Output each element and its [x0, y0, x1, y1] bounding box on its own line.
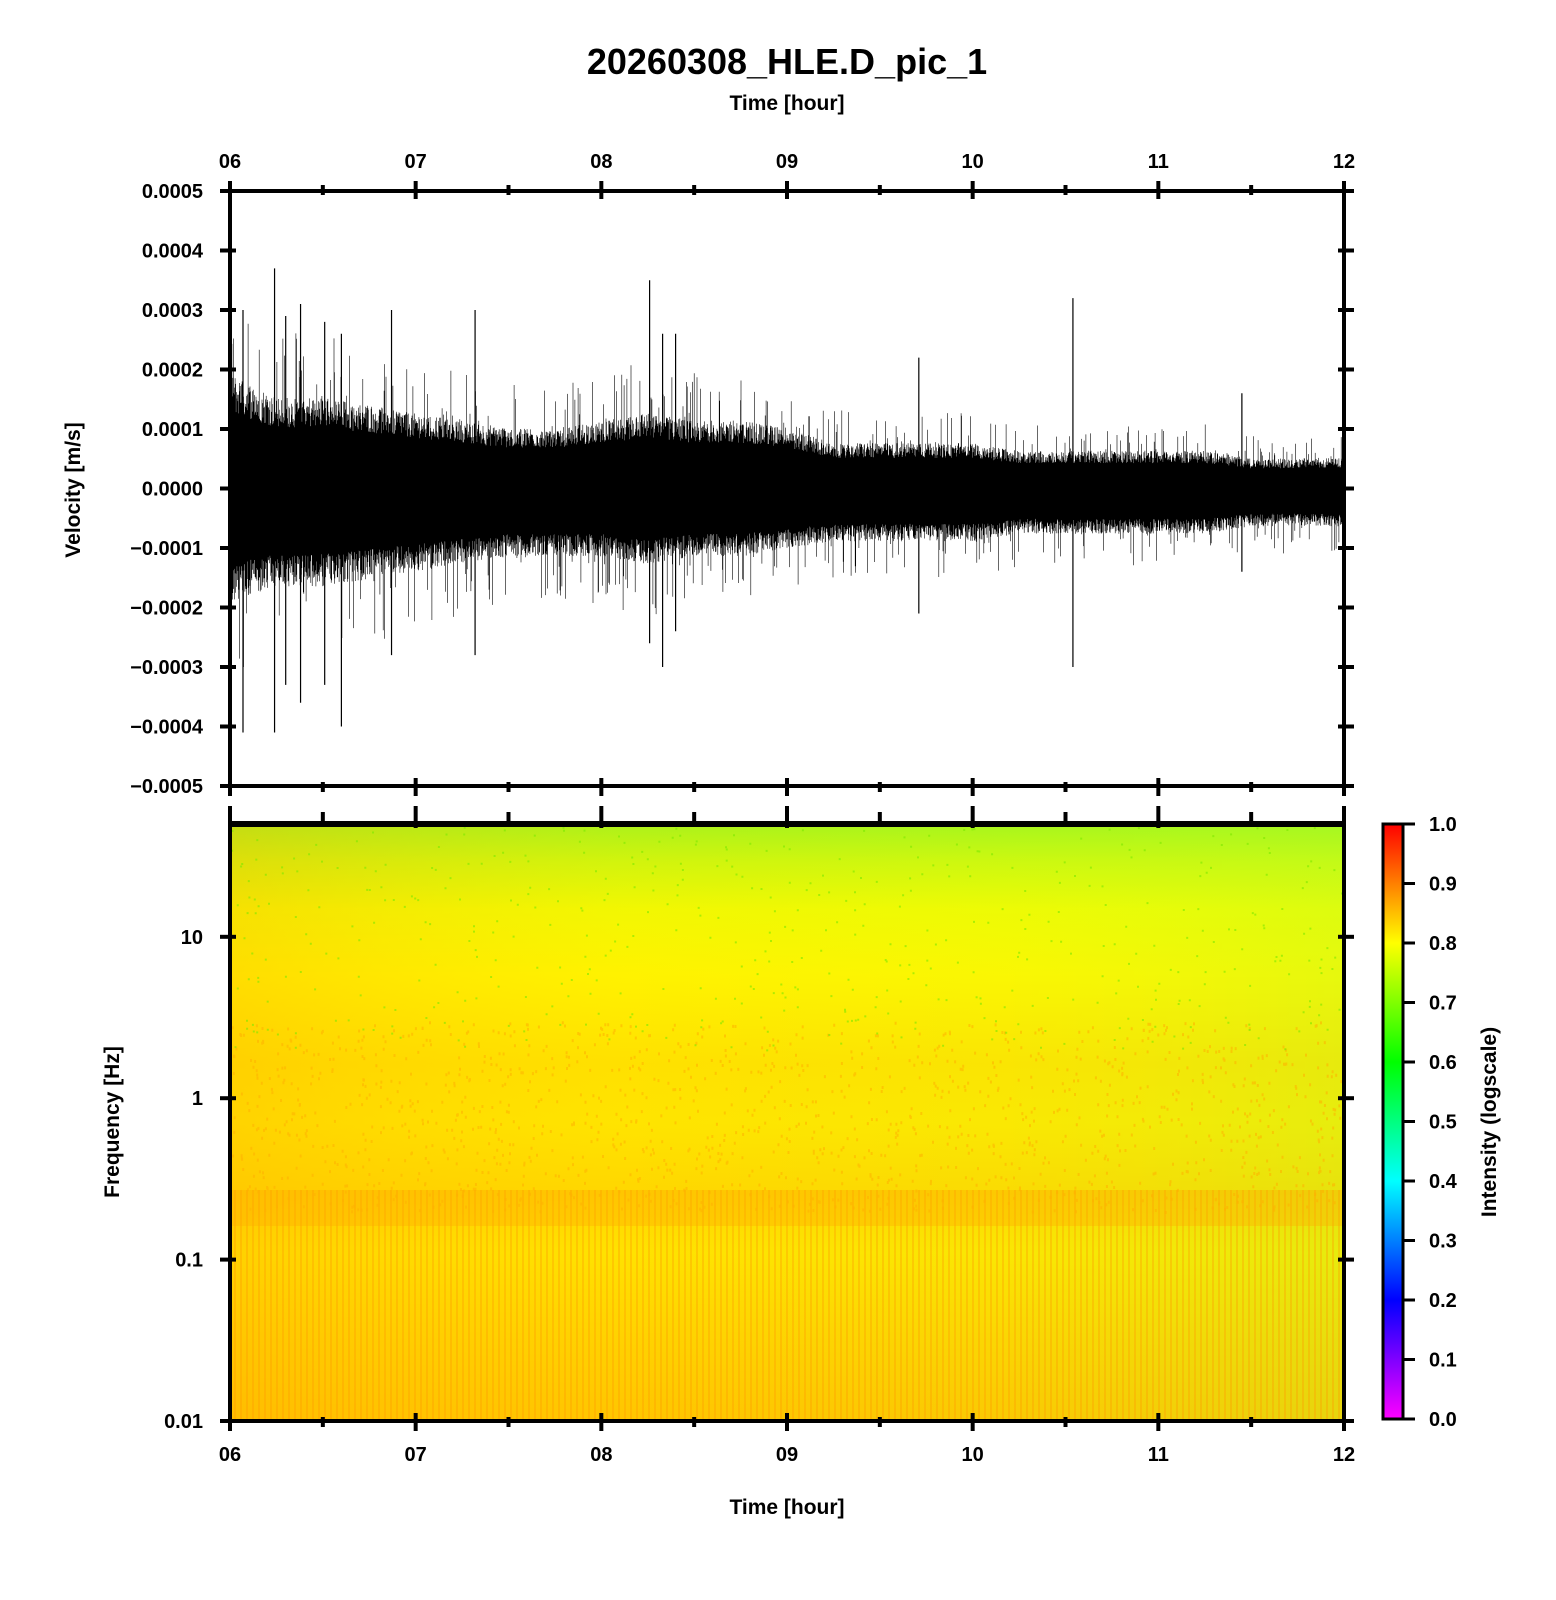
colorbar-tick-label: 0.3: [1429, 1231, 1457, 1253]
seis-y-tick-label: −0.0003: [130, 657, 203, 679]
spec-x-tick-label-06: 06: [219, 1444, 241, 1466]
colorbar-tick-label: 0.5: [1429, 1112, 1457, 1134]
seis-y-tick-label: 0.0001: [142, 419, 203, 441]
spec-x-tick-label-12: 12: [1333, 1444, 1355, 1466]
seis-y-tick-label: −0.0004: [130, 717, 204, 739]
colorbar-tick-label: 0.0: [1429, 1409, 1457, 1431]
colorbar-label: Intensity (logscale): [1478, 1027, 1501, 1217]
colorbar-tick-label: 0.9: [1429, 874, 1457, 896]
trace-fringe: [231, 323, 1344, 667]
colorbar-tick-label: 0.7: [1429, 993, 1457, 1015]
seis-y-tick-label: −0.0005: [130, 776, 203, 798]
spec-y-tick-label: 0.01: [164, 1411, 203, 1433]
seis-y-tick-label: 0.0000: [142, 479, 203, 501]
colorbar-gradient: [1381, 822, 1405, 1421]
spectrogram-image: [231, 826, 1344, 1419]
seismogram-panel: 06 07 08 09 10 11 12 0.0005 0.0004 0.0003 0.0002 0.…: [62, 151, 1355, 798]
spec-y-tick-label: 0.1: [175, 1250, 203, 1272]
seis-x-tick-label-09: 09: [776, 151, 798, 173]
top-x-axis-label: Time [hour]: [729, 92, 844, 115]
spectrogram-y-axis-label: Frequency [Hz]: [101, 1046, 124, 1198]
seismogram-y-axis-label: Velocity [m/s]: [62, 422, 85, 557]
spec-y-tick-label: 10: [181, 927, 203, 949]
colorbar-tick-label: 0.4: [1429, 1171, 1458, 1193]
seis-y-tick-label: 0.0004: [142, 241, 204, 263]
seis-y-tick-label: 0.0003: [142, 300, 203, 322]
seis-y-tick-label: −0.0001: [130, 538, 203, 560]
seis-y-tick-label: −0.0002: [130, 598, 203, 620]
spec-x-tick-label-08: 08: [590, 1444, 612, 1466]
chart-title: 20260308_HLE.D_pic_1: [587, 41, 987, 82]
colorbar-tick-label: 1.0: [1429, 814, 1457, 836]
seis-x-tick-label-11: 11: [1148, 151, 1169, 173]
spec-x-tick-label-09: 09: [776, 1444, 798, 1466]
seis-x-tick-label-07: 07: [405, 151, 427, 173]
spec-x-tick-label-11: 11: [1148, 1444, 1169, 1466]
colorbar-tick-label: 0.8: [1429, 933, 1457, 955]
spectrogram-ticks: 06 07 08 09 10 11 12 10 1 0.1 0.01: [164, 806, 1355, 1466]
colorbar-ticks: 1.0 0.9 0.8 0.7 0.6 0.5 0.4 0.3 0.2 0.1 0.0: [1403, 814, 1458, 1431]
seis-y-tick-label: 0.0005: [142, 181, 203, 203]
spec-x-tick-label-07: 07: [405, 1444, 427, 1466]
spectrogram-x-axis-label: Time [hour]: [729, 1496, 844, 1519]
seis-x-tick-label-08: 08: [590, 151, 612, 173]
spec-x-tick-label-10: 10: [962, 1444, 984, 1466]
seismogram-trace: [231, 268, 1344, 733]
spec-y-tick-label: 1: [192, 1088, 203, 1110]
colorbar: 1.0 0.9 0.8 0.7 0.6 0.5 0.4 0.3 0.2 0.1 0.0 Intens…: [1381, 814, 1501, 1431]
seis-y-tick-label: 0.0002: [142, 360, 203, 382]
seis-x-tick-label-10: 10: [962, 151, 984, 173]
colorbar-tick-label: 0.2: [1429, 1290, 1457, 1312]
seis-x-tick-label-12: 12: [1333, 151, 1355, 173]
colorbar-tick-label: 0.6: [1429, 1052, 1457, 1074]
seis-x-tick-label-06: 06: [219, 151, 241, 173]
colorbar-tick-label: 0.1: [1429, 1350, 1457, 1372]
seismogram-ticks: 06 07 08 09 10 11 12 0.0005 0.0004 0.0003 0.0002 0.…: [130, 151, 1355, 798]
